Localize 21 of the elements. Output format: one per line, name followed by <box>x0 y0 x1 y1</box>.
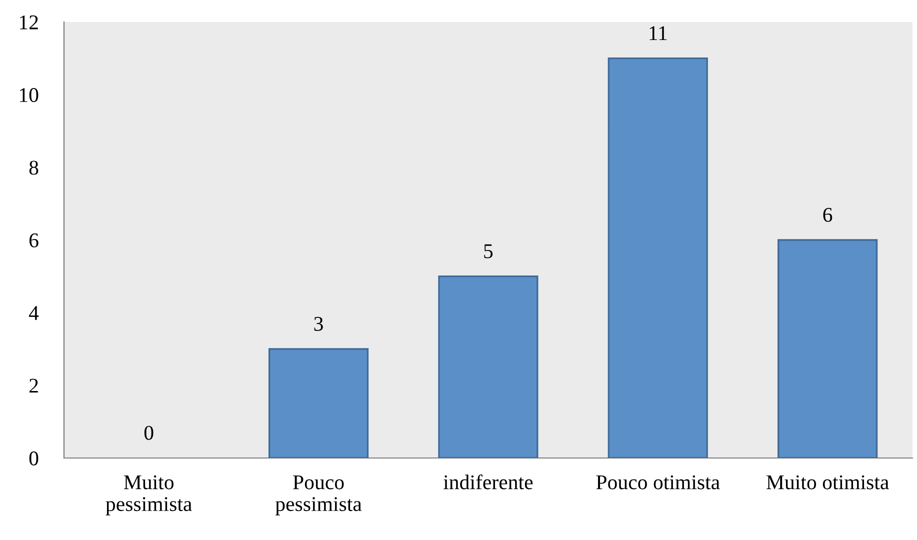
data-label: 5 <box>484 244 493 258</box>
data-label: 11 <box>650 26 667 40</box>
y-tick-label: 12 <box>20 15 38 30</box>
bar <box>438 276 538 458</box>
data-label: 0 <box>144 426 154 440</box>
x-tick-label: Muito pessimista <box>106 475 192 516</box>
bar <box>268 348 369 458</box>
y-tick-label: 6 <box>29 233 38 248</box>
x-tick-label: Pouco otimista <box>596 475 720 490</box>
bar <box>778 239 878 458</box>
y-tick-label: 0 <box>29 451 38 466</box>
y-tick-label: 4 <box>28 306 39 320</box>
y-tick-label: 2 <box>30 378 38 393</box>
data-label: 3 <box>314 316 323 331</box>
x-tick-label: Pouco pessimista <box>275 475 362 516</box>
y-tick-label: 10 <box>20 88 38 102</box>
x-tick-label: indiferente <box>444 474 533 490</box>
y-tick-label: 8 <box>29 160 38 175</box>
x-tick-label: Muito otimista <box>766 475 889 490</box>
data-label: 6 <box>823 208 832 222</box>
bar <box>608 58 708 458</box>
